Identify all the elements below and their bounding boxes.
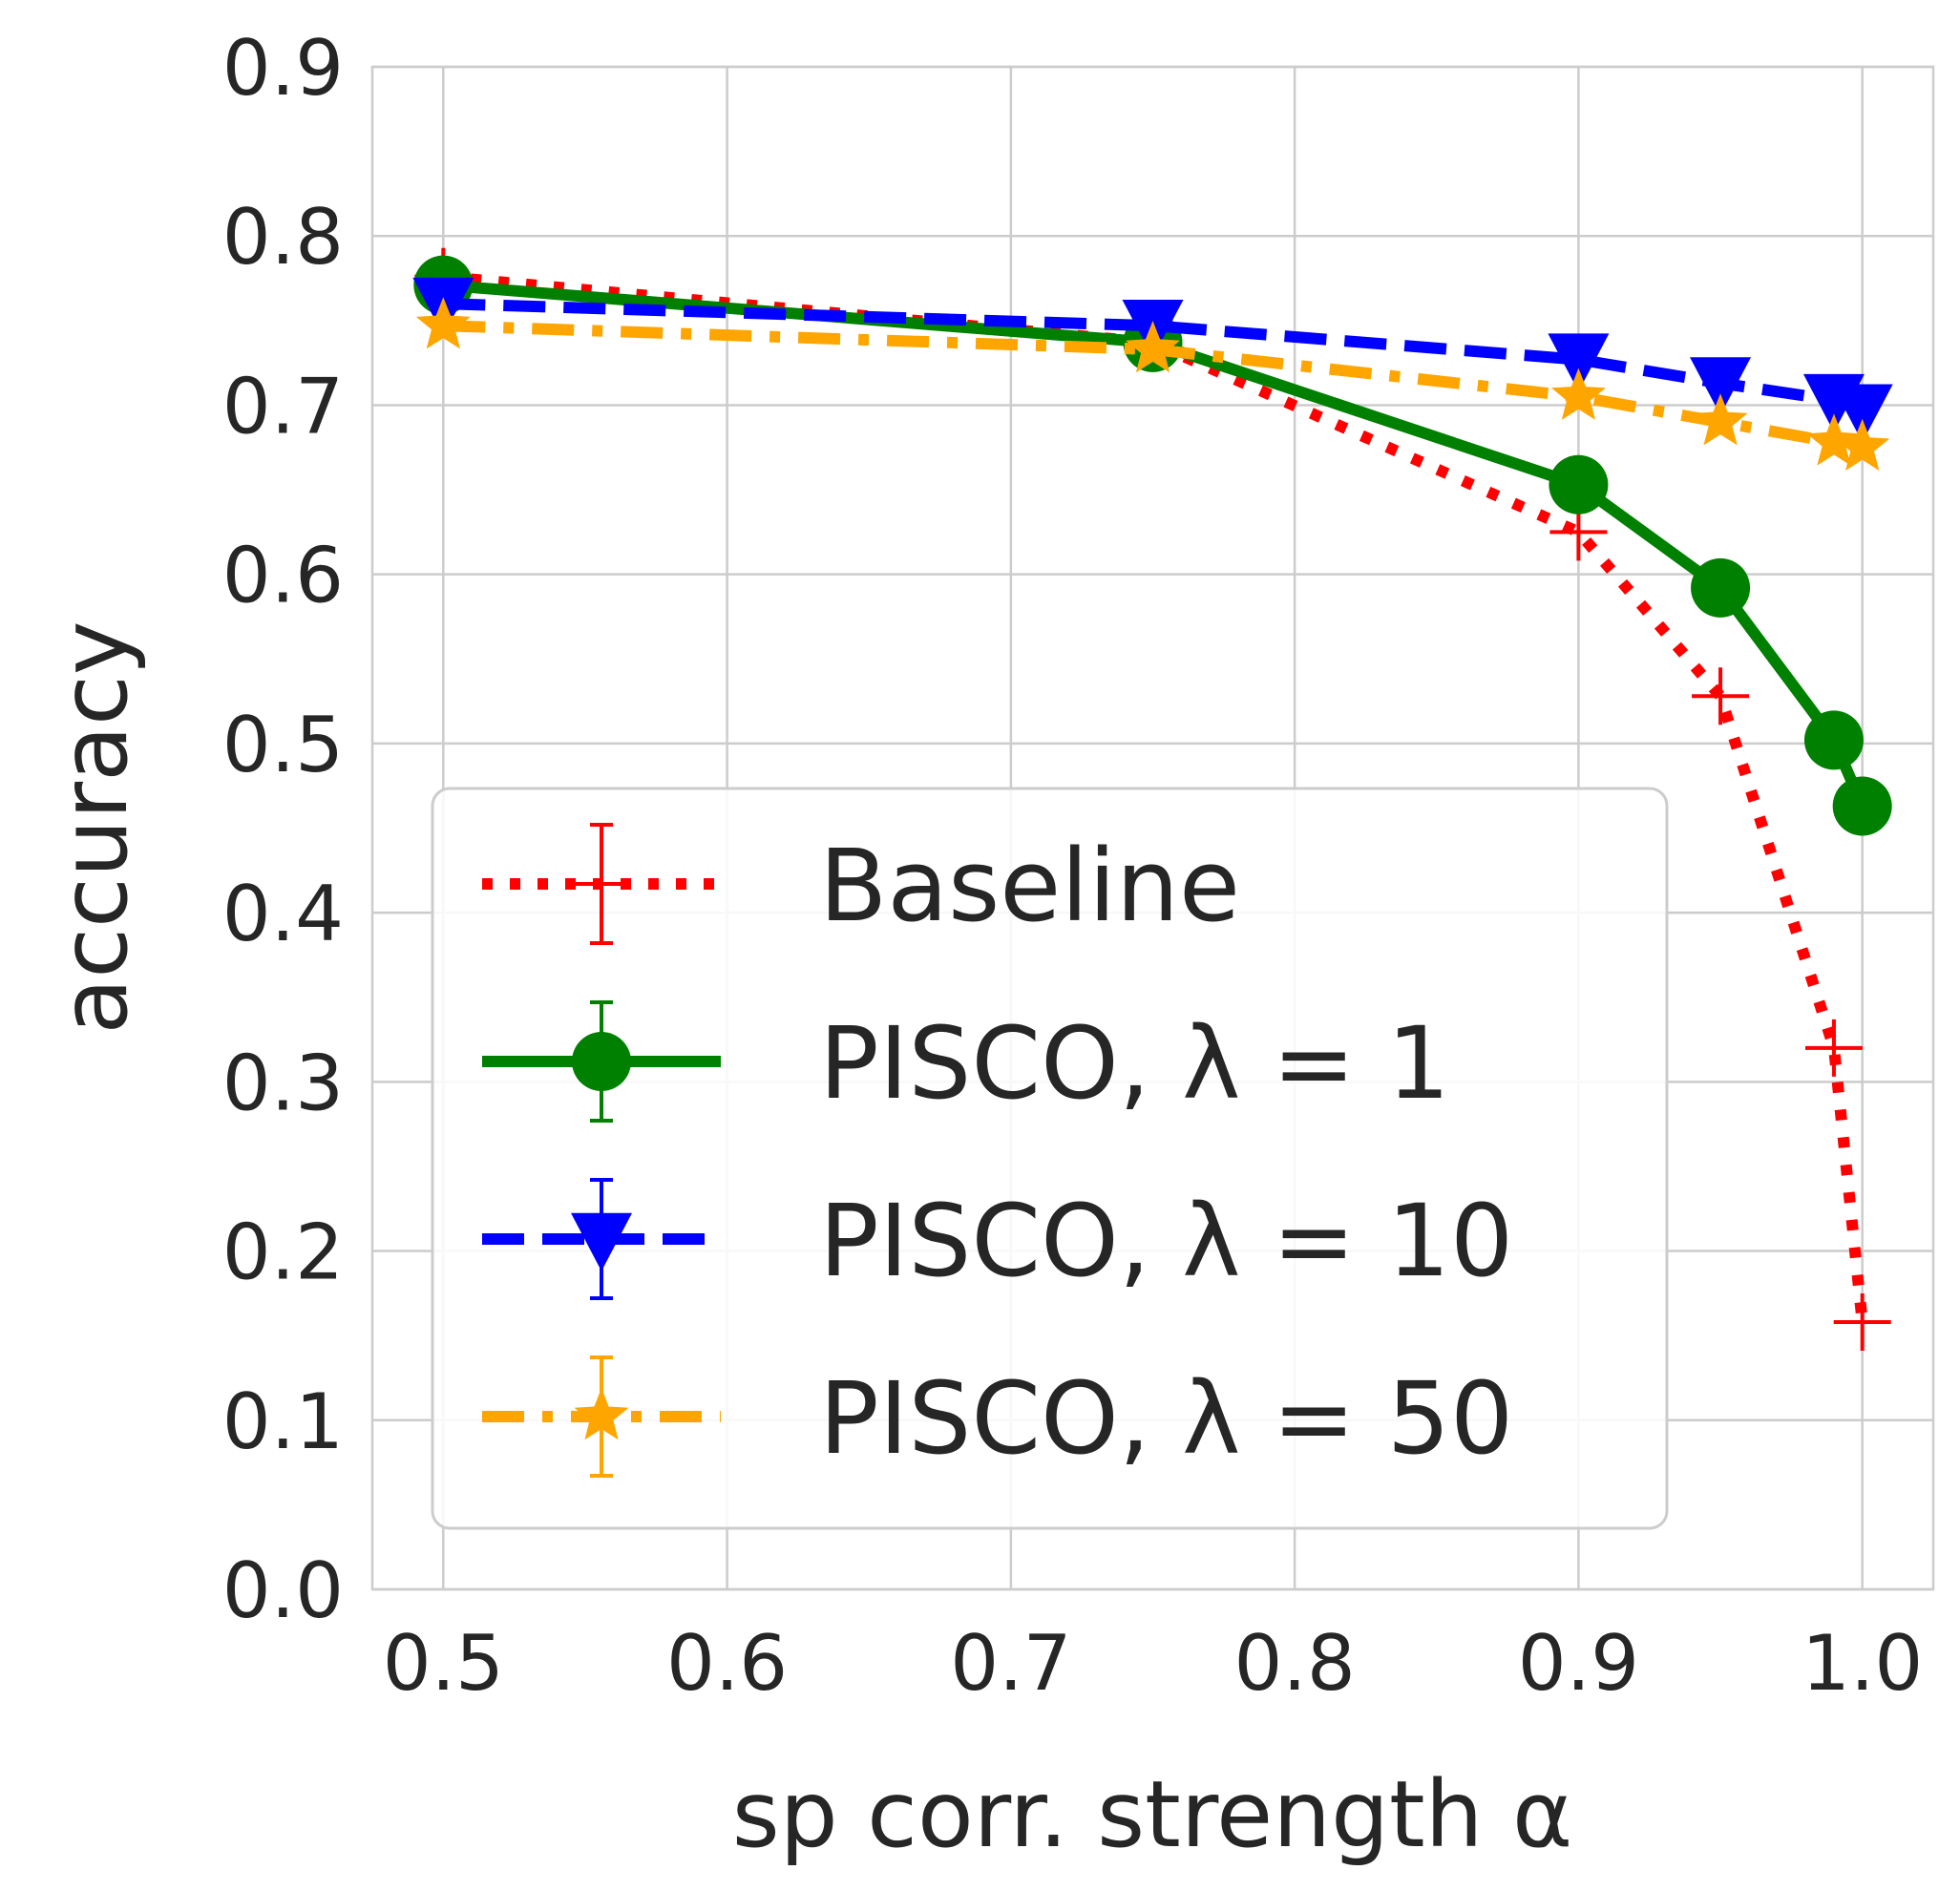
x-tick-label: 0.6 [666,1619,788,1708]
legend-label: PISCO, λ = 1 [819,1005,1450,1122]
data-point [1804,1019,1863,1077]
legend-entry-0: Baseline [482,823,1240,945]
data-point [1692,667,1750,725]
data-point [1548,333,1610,392]
y-tick-label: 0.9 [222,24,344,113]
x-tick-label: 0.8 [1234,1619,1356,1708]
legend-label: Baseline [819,828,1240,944]
y-tick-label: 0.0 [222,1546,344,1635]
data-point [415,297,471,349]
legend-label: PISCO, λ = 50 [819,1360,1513,1477]
legend-entry-2: PISCO, λ = 10 [482,1178,1513,1300]
data-point [1831,384,1893,443]
data-point [1693,393,1748,446]
legend-box [431,787,1669,1530]
legend-entry-1: PISCO, λ = 1 [482,1000,1450,1123]
legend-marker [574,1388,629,1440]
x-tick-label: 0.9 [1518,1619,1639,1708]
y-tick-label: 0.6 [222,532,344,620]
y-tick-label: 0.3 [222,1039,344,1127]
y-tick-label: 0.5 [222,701,344,789]
series-layer [412,247,1893,1351]
legend-entry-3: PISCO, λ = 50 [482,1355,1513,1478]
data-point [1690,357,1752,416]
y-tick-label: 0.4 [222,870,344,958]
data-point [1832,776,1892,836]
y-tick-label: 0.8 [222,193,344,282]
legend-marker [571,1212,632,1271]
data-point [1833,1292,1891,1351]
y-tick-label: 0.2 [222,1208,344,1297]
y-tick-label: 0.7 [222,362,344,451]
x-axis-label: sp corr. strength α [732,1761,1573,1868]
y-axis-label: accuracy [41,620,148,1034]
data-point [1691,557,1751,618]
legend-marker [572,1032,631,1091]
data-point [1806,413,1862,466]
data-point [1550,368,1606,420]
x-tick-label: 0.5 [383,1619,504,1708]
y-tick-label: 0.1 [222,1377,344,1466]
legend: Baseline PISCO, λ = 1 PISCO, λ = 10 PISCO, … [431,787,1669,1530]
ticks: 0.5 0.6 0.7 0.8 0.9 1.0 0.0 0.1 0.2 0.3 0.4 0.5 0.6 0… [222,24,1924,1708]
data-point [1835,418,1890,471]
legend-label: PISCO, λ = 10 [819,1183,1513,1299]
series-3 [415,297,1890,471]
data-point [1549,454,1609,515]
data-point [1126,321,1180,373]
x-tick-label: 0.7 [950,1619,1071,1708]
plot-frame [370,65,1935,1591]
data-point [1803,710,1864,770]
legend-marker [573,855,630,913]
x-tick-label: 1.0 [1802,1619,1923,1708]
